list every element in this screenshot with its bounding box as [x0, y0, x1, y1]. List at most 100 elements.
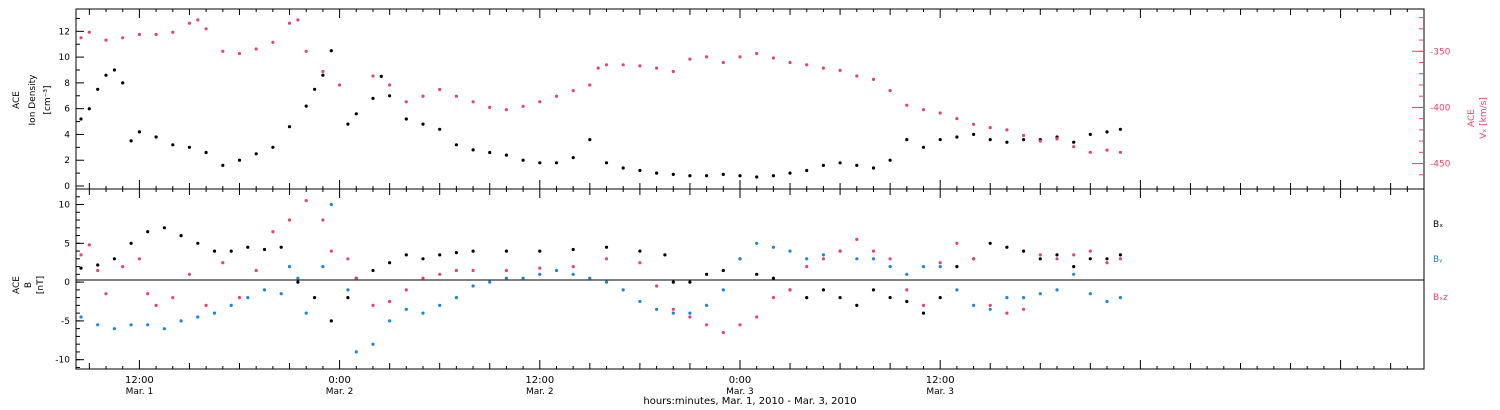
ion-density-point [988, 138, 992, 142]
top-right-tick-label: -350 [1430, 47, 1451, 57]
by-point [721, 288, 725, 292]
bz-point [671, 307, 675, 311]
bz-point [438, 272, 442, 276]
by-point [671, 311, 675, 315]
ion-density-point [1022, 138, 1026, 142]
by-point [1055, 288, 1059, 292]
by-point [905, 272, 909, 276]
vx-point [821, 66, 826, 70]
legend-by: Bᵧ [1433, 255, 1443, 265]
by-point [571, 272, 575, 276]
top-right-ylabel-line2: Vₓ [km/s] [1479, 97, 1489, 139]
ion-density-point [838, 161, 842, 165]
ion-density-point [79, 117, 83, 121]
by-point [329, 202, 333, 207]
vx-point [705, 55, 709, 59]
ion-density-point [1005, 140, 1009, 144]
bottom-left-axis: -10 -5 0 5 10 [55, 196, 84, 368]
vx-point [554, 94, 559, 98]
bottom-panel-points [79, 199, 1122, 354]
vx-point [571, 89, 575, 93]
ion-density-point [471, 148, 475, 152]
vx-point [388, 83, 392, 87]
bx-point [146, 230, 150, 234]
by-point [246, 296, 250, 300]
bx-point [404, 253, 408, 257]
bx-point [1055, 253, 1059, 257]
bz-point [287, 218, 292, 222]
vx-point [471, 100, 475, 104]
vx-point [871, 77, 876, 81]
bz-point [938, 261, 942, 265]
bx-point [1105, 257, 1109, 261]
by-point [488, 280, 492, 284]
top-ylabel-line3: [cm⁻³] [43, 85, 53, 114]
bx-point [888, 296, 892, 300]
bz-point [705, 323, 709, 327]
x-tick-date-label: Mar. 2 [526, 387, 554, 397]
bx-point [538, 249, 542, 253]
bx-point [1088, 257, 1092, 261]
by-point [638, 299, 642, 304]
vx-point [421, 94, 425, 98]
ion-density-point [96, 87, 100, 91]
vx-point [1005, 128, 1009, 132]
by-point [287, 265, 292, 269]
vx-point [521, 104, 525, 108]
bx-point [855, 303, 859, 307]
ion-density-point [304, 104, 308, 108]
bz-point [771, 296, 776, 300]
vx-point [104, 38, 108, 42]
bz-point [87, 243, 91, 247]
bx-point [279, 245, 283, 249]
ion-density-point [421, 122, 425, 126]
ion-density-point [705, 174, 709, 178]
bx-point [671, 280, 675, 284]
vx-point [888, 89, 892, 93]
top-left-tick-label: 12 [59, 27, 70, 37]
bz-point [421, 276, 425, 280]
bz-point [371, 303, 375, 307]
bz-point [1105, 261, 1109, 265]
vx-point [771, 56, 776, 60]
bx-point [988, 241, 992, 245]
ion-density-point [454, 143, 458, 147]
vx-point [438, 87, 442, 92]
bz-point [271, 230, 275, 234]
ion-density-point [855, 163, 859, 167]
ion-density-point [154, 135, 158, 139]
bz-point [121, 265, 125, 269]
by-point [112, 327, 116, 331]
ion-density-point [621, 166, 625, 170]
bx-point [721, 268, 725, 273]
bx-point [421, 257, 425, 261]
ion-density-point [604, 161, 609, 165]
bz-point [821, 257, 826, 261]
by-point [229, 303, 233, 307]
by-point [354, 350, 358, 354]
ion-density-point [554, 161, 559, 165]
bz-point [254, 268, 258, 273]
by-point [1072, 272, 1076, 276]
vx-point [454, 94, 458, 98]
bottom-left-tick-label: -5 [61, 317, 70, 327]
bx-point [229, 249, 233, 253]
bz-point [1005, 311, 1009, 315]
bx-point [705, 272, 709, 276]
ion-density-point [538, 161, 542, 165]
top-left-tick-label: 4 [64, 130, 70, 140]
top-right-axis: -350 -400 -450 [1412, 17, 1451, 176]
vx-point [671, 69, 675, 74]
vx-point [1055, 137, 1059, 141]
ion-density-point [488, 150, 492, 155]
bx-point [371, 268, 375, 273]
bz-point [146, 292, 150, 296]
bz-point [738, 323, 742, 327]
vx-point [371, 74, 375, 78]
by-point [438, 303, 442, 307]
by-point [421, 311, 425, 315]
by-point [972, 303, 976, 307]
by-point [504, 276, 508, 280]
